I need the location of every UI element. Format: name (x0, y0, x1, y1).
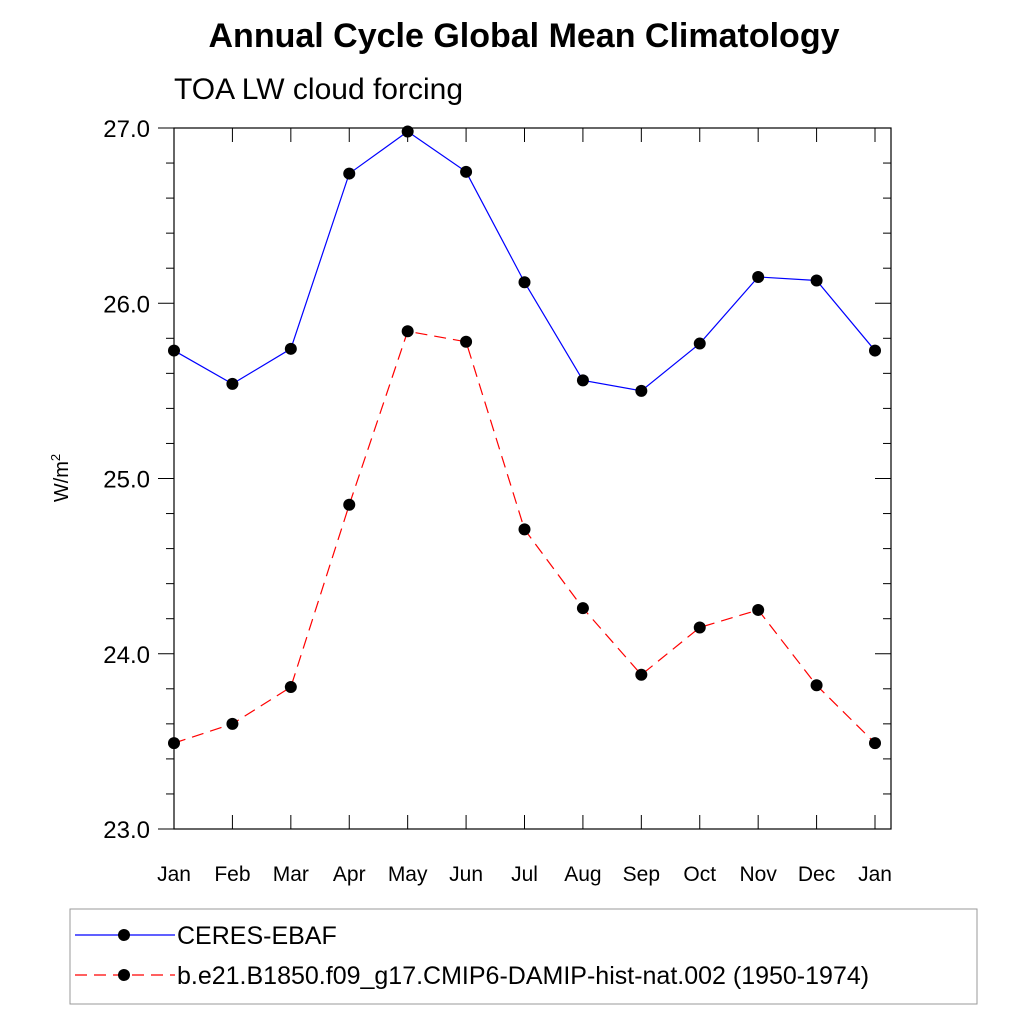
legend-swatch-marker (118, 929, 130, 941)
data-point (752, 603, 765, 616)
x-tick-label: Jul (511, 863, 538, 886)
y-axis-label: W/m2 (48, 454, 73, 502)
y-tick-label: 23.0 (103, 817, 150, 844)
legend-swatch-marker (118, 969, 130, 981)
data-point (693, 337, 706, 350)
series-1 (168, 125, 881, 397)
data-point (869, 737, 881, 750)
y-tick-label: 25.0 (103, 467, 150, 494)
data-point (869, 344, 881, 357)
series-1-line (173, 130, 876, 392)
data-point (284, 342, 297, 355)
data-point (226, 377, 239, 390)
x-tick-label: Nov (739, 863, 777, 886)
data-point (226, 717, 239, 730)
data-point (576, 602, 589, 615)
data-point (635, 668, 648, 681)
y-axis-label-text: W/m (51, 461, 73, 502)
data-point (401, 125, 414, 138)
x-tick-label: Apr (333, 863, 366, 886)
data-point (343, 167, 356, 180)
data-point (518, 523, 531, 536)
data-point (635, 384, 648, 397)
x-tick-label: May (388, 863, 428, 886)
data-point (693, 621, 706, 634)
y-axis-label-superscript: 2 (48, 454, 63, 461)
x-tick-label: Jan (858, 863, 892, 886)
data-point (576, 374, 589, 387)
data-point (460, 335, 473, 348)
legend-label: CERES-EBAF (177, 922, 337, 950)
legend-label: b.e21.B1850.f09_g17.CMIP6-DAMIP-hist-nat… (177, 962, 869, 990)
x-tick-label: Mar (273, 863, 309, 886)
legend: CERES-EBAF b.e21.B1850.f09_g17.CMIP6-DAMI… (69, 908, 978, 1005)
data-point (401, 325, 414, 338)
x-tick-label: Jun (449, 863, 483, 886)
data-point (810, 679, 823, 692)
plot-frame (173, 127, 892, 830)
x-tick-label: Dec (798, 863, 835, 886)
plot-area: Jan Feb Mar Apr May Jun Jul Aug Sep Oct Nov Dec Jan 2… (103, 116, 892, 886)
data-point (284, 681, 297, 694)
x-tick-label: Feb (214, 863, 250, 886)
data-point (518, 276, 531, 289)
legend-box (69, 908, 978, 1005)
x-tick-label: Jan (157, 863, 191, 886)
series-2 (168, 325, 881, 750)
data-point (752, 270, 765, 283)
y-tick-label: 27.0 (103, 116, 150, 143)
x-tick-label: Aug (564, 863, 601, 886)
y-tick-label: 24.0 (103, 642, 150, 669)
data-point (460, 165, 473, 178)
series-2-line (173, 330, 876, 744)
chart-title: Annual Cycle Global Mean Climatology (209, 17, 840, 55)
chart-subtitle: TOA LW cloud forcing (174, 73, 463, 106)
x-tick-label: Sep (623, 863, 660, 886)
data-point (810, 274, 823, 287)
x-tick-label: Oct (683, 863, 716, 886)
y-tick-label: 26.0 (103, 291, 150, 318)
data-point (168, 737, 180, 750)
data-point (168, 344, 180, 357)
data-point (343, 498, 356, 511)
